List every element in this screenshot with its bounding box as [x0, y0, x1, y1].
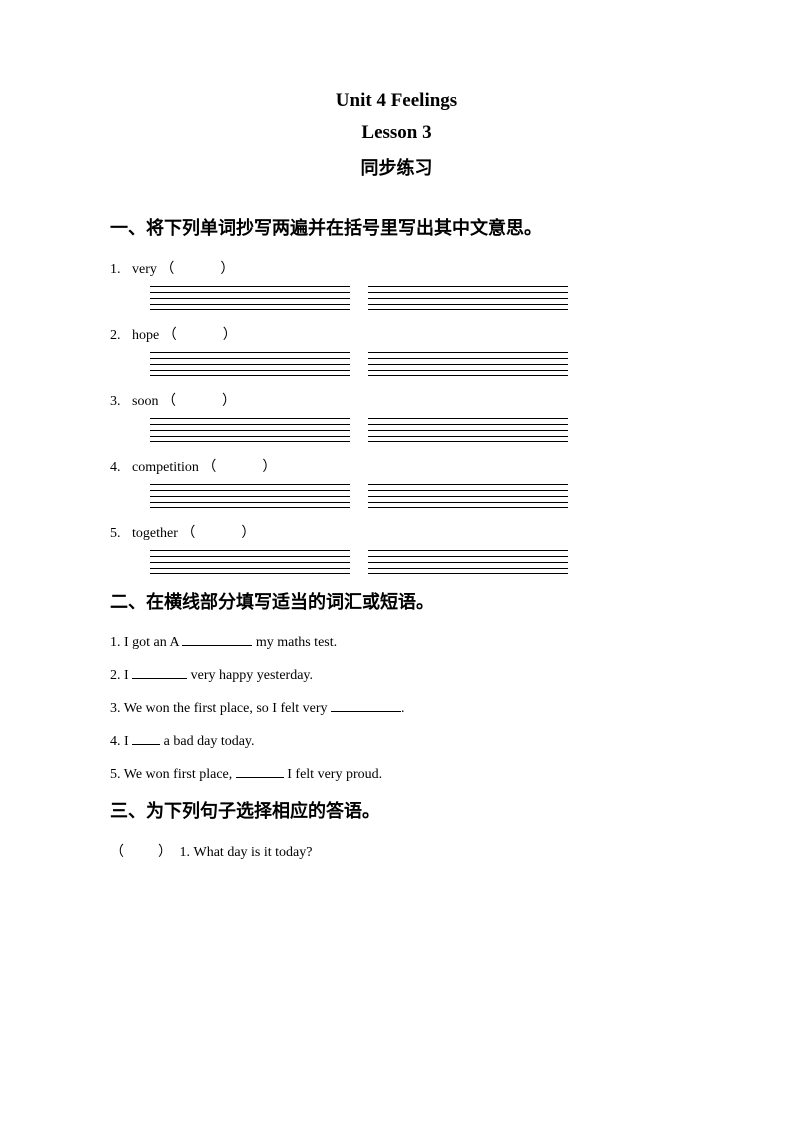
vocab-word: competition	[132, 460, 202, 475]
ruled-line	[368, 370, 568, 376]
answer-paren: （ ）	[163, 328, 238, 343]
ruled-line	[368, 304, 568, 310]
ruled-line	[368, 502, 568, 508]
sentence-pre: 1. I got an A	[110, 635, 182, 650]
fill-blank-item: 3. We won the first place, so I felt ver…	[110, 698, 683, 717]
writing-lines	[150, 484, 683, 508]
sentence-pre: 2. I	[110, 668, 132, 683]
word-row: 1.very （ ）	[110, 258, 683, 278]
section1-heading: 一、将下列单词抄写两遍并在括号里写出其中文意思。	[110, 214, 683, 240]
line-group	[368, 550, 568, 574]
section3-heading: 三、为下列句子选择相应的答语。	[110, 797, 683, 823]
sentence-post: a bad day today.	[160, 734, 254, 749]
word-item: 1.very （ ）	[110, 258, 683, 310]
section2-heading: 二、在横线部分填写适当的词汇或短语。	[110, 588, 683, 614]
word-item: 2.hope （ ）	[110, 324, 683, 376]
sentence-post: my maths test.	[252, 635, 337, 650]
ruled-line	[368, 436, 568, 442]
ruled-line	[150, 436, 350, 442]
item-number: 1.	[110, 262, 132, 278]
sentence-pre: 4. I	[110, 734, 132, 749]
writing-lines	[150, 352, 683, 376]
section2-list: 1. I got an A my maths test. 2. I very ha…	[110, 632, 683, 783]
ruled-line	[150, 568, 350, 574]
blank-line	[236, 764, 284, 778]
unit-title: Unit 4 Feelings	[110, 90, 683, 112]
ruled-line	[150, 304, 350, 310]
choice-item: （ ） 1. What day is it today?	[110, 841, 683, 861]
word-item: 4.competition （ ）	[110, 456, 683, 508]
sentence-post: very happy yesterday.	[187, 668, 313, 683]
vocab-word: soon	[132, 394, 162, 409]
sentence-post: .	[401, 701, 405, 716]
section3-list: （ ） 1. What day is it today?	[110, 841, 683, 861]
word-row: 2.hope （ ）	[110, 324, 683, 344]
blank-line	[182, 632, 252, 646]
word-row: 3.soon （ ）	[110, 390, 683, 410]
word-item: 5.together （ ）	[110, 522, 683, 574]
ruled-line	[150, 502, 350, 508]
line-group	[150, 352, 350, 376]
answer-paren: （ ）	[202, 460, 277, 475]
line-group	[150, 418, 350, 442]
fill-blank-item: 5. We won first place, I felt very proud…	[110, 764, 683, 783]
blank-line	[331, 698, 401, 712]
choice-paren: （ ）	[110, 845, 180, 860]
ruled-line	[368, 568, 568, 574]
writing-lines	[150, 418, 683, 442]
line-group	[368, 352, 568, 376]
answer-paren: （ ）	[160, 262, 235, 277]
blank-line	[132, 665, 187, 679]
line-group	[368, 286, 568, 310]
answer-paren: （ ）	[181, 526, 256, 541]
ruled-line	[150, 370, 350, 376]
sentence-pre: 3. We won the first place, so I felt ver…	[110, 701, 331, 716]
item-number: 2.	[110, 328, 132, 344]
line-group	[150, 484, 350, 508]
blank-line	[132, 731, 160, 745]
item-number: 3.	[110, 394, 132, 410]
word-item: 3.soon （ ）	[110, 390, 683, 442]
section1-list: 1.very （ ）2.hope （ ）3.soon （ ）4.competit…	[110, 258, 683, 574]
line-group	[150, 286, 350, 310]
subtitle: 同步练习	[110, 154, 683, 180]
fill-blank-item: 1. I got an A my maths test.	[110, 632, 683, 651]
writing-lines	[150, 286, 683, 310]
vocab-word: together	[132, 526, 181, 541]
word-row: 4.competition （ ）	[110, 456, 683, 476]
fill-blank-item: 4. I a bad day today.	[110, 731, 683, 750]
line-group	[150, 550, 350, 574]
choice-text: 1. What day is it today?	[180, 845, 313, 860]
item-number: 5.	[110, 526, 132, 542]
line-group	[368, 484, 568, 508]
writing-lines	[150, 550, 683, 574]
fill-blank-item: 2. I very happy yesterday.	[110, 665, 683, 684]
line-group	[368, 418, 568, 442]
sentence-post: I felt very proud.	[284, 767, 382, 782]
word-row: 5.together （ ）	[110, 522, 683, 542]
answer-paren: （ ）	[162, 394, 237, 409]
sentence-pre: 5. We won first place,	[110, 767, 236, 782]
item-number: 4.	[110, 460, 132, 476]
vocab-word: hope	[132, 328, 163, 343]
vocab-word: very	[132, 262, 160, 277]
lesson-title: Lesson 3	[110, 122, 683, 144]
